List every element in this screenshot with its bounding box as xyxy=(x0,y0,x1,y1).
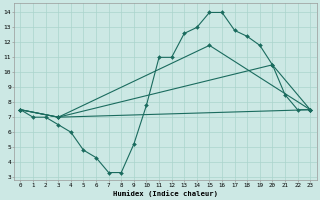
X-axis label: Humidex (Indice chaleur): Humidex (Indice chaleur) xyxy=(113,190,218,197)
